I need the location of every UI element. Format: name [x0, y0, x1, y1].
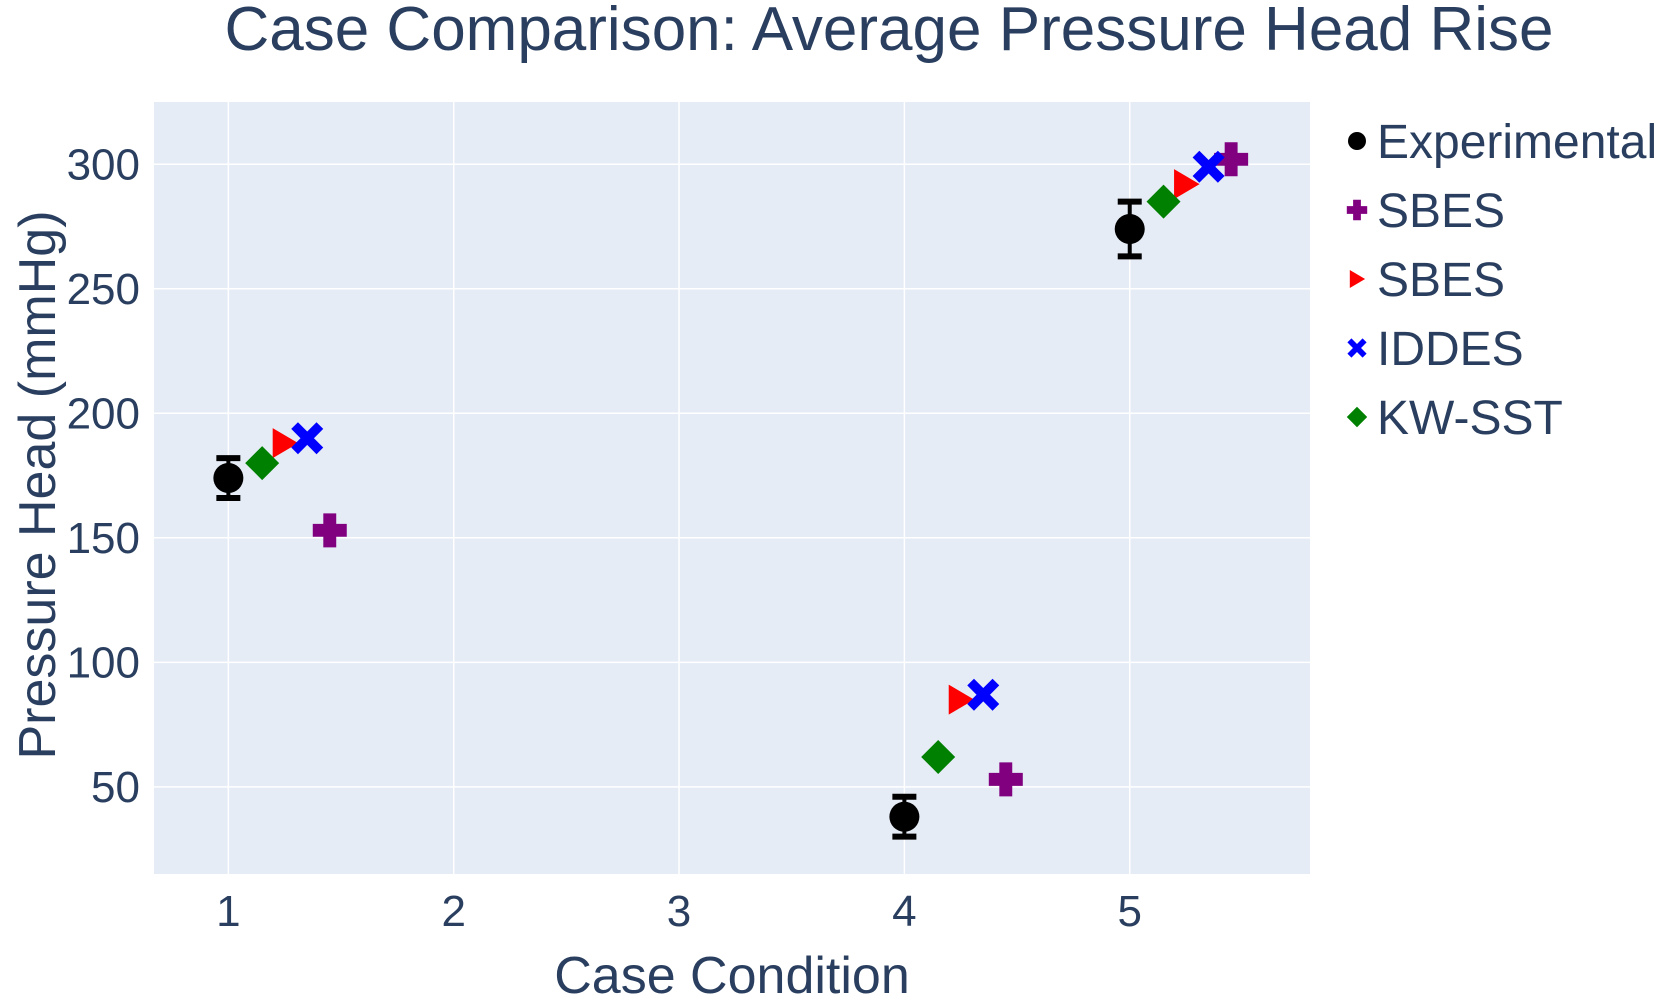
y-tick-label: 250 — [67, 265, 140, 314]
series-2 — [272, 169, 1200, 715]
legend-label: Experimental — [1377, 116, 1657, 169]
data-markers — [213, 142, 1249, 840]
data-point — [1214, 142, 1249, 177]
data-point — [988, 762, 1023, 797]
data-point — [312, 513, 347, 548]
legend-label: IDDES — [1377, 323, 1524, 376]
y-grid — [154, 163, 1310, 788]
y-tick-label: 200 — [67, 389, 140, 438]
legend-item: Experimental — [1348, 116, 1657, 169]
legend-symbol — [1347, 338, 1367, 358]
legend-symbol — [1346, 199, 1368, 221]
x-axis-title: Case Condition — [554, 947, 910, 1000]
legend-label: SBES — [1377, 254, 1505, 307]
data-point — [272, 428, 299, 459]
data-point — [921, 739, 956, 774]
legend-item: KW-SST — [1346, 392, 1563, 445]
data-point — [291, 422, 324, 455]
legend-symbol — [1346, 406, 1368, 428]
y-tick-label: 150 — [67, 514, 140, 563]
legend-item: IDDES — [1347, 323, 1524, 376]
legend-symbol — [1349, 270, 1366, 288]
data-point — [967, 678, 1000, 711]
data-point — [1174, 169, 1200, 200]
series-1 — [312, 142, 1249, 797]
y-tick-label: 100 — [67, 638, 140, 687]
legend: Experimental SBES SBES IDDES KW-SST — [1346, 116, 1657, 445]
x-tick-label: 2 — [441, 887, 465, 936]
y-tick-label: 300 — [67, 140, 140, 189]
x-tick-label: 1 — [216, 887, 240, 936]
y-axis-title: Pressure Head (mmHg) — [9, 210, 67, 759]
y-tick-label: 50 — [91, 763, 140, 812]
y-tick-labels: 50 100 150 200 250 300 — [67, 140, 140, 812]
legend-item: SBES — [1349, 254, 1505, 307]
x-tick-labels: 1 2 3 4 5 — [216, 887, 1142, 936]
x-tick-label: 3 — [667, 887, 691, 936]
series-0 — [213, 198, 1145, 840]
data-point — [245, 446, 280, 481]
data-point — [1146, 184, 1181, 219]
legend-label: SBES — [1377, 185, 1505, 238]
legend-item: SBES — [1346, 185, 1505, 238]
x-tick-label: 5 — [1117, 887, 1141, 936]
chart-title: Case Comparison: Average Pressure Head R… — [224, 0, 1553, 64]
data-point — [948, 684, 975, 715]
x-tick-label: 4 — [892, 887, 916, 936]
data-point — [1192, 150, 1225, 183]
data-point — [1114, 214, 1145, 245]
data-point — [889, 801, 920, 832]
series-3 — [291, 150, 1225, 711]
series-4 — [245, 184, 1181, 774]
legend-symbol — [1348, 132, 1366, 150]
legend-label: KW-SST — [1377, 392, 1563, 445]
data-point — [213, 463, 244, 494]
